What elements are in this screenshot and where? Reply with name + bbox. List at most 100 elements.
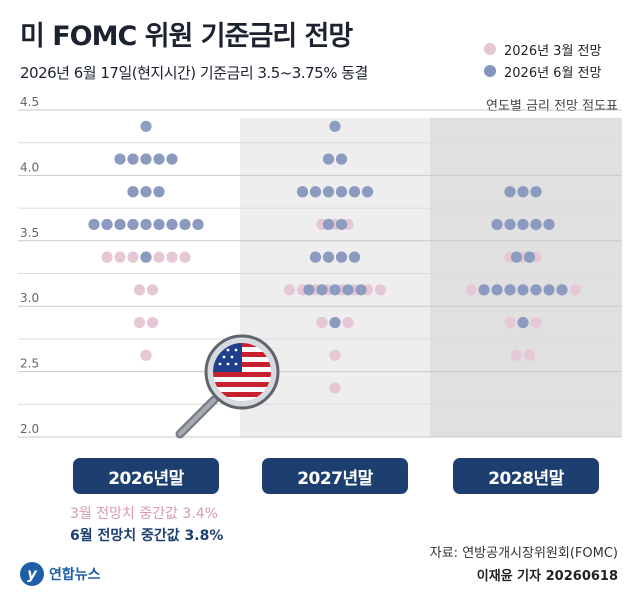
june-dot [517,284,529,296]
y-tick-label: 4.5 [20,95,39,109]
y-tick-label: 2.0 [20,422,39,436]
march-dot [465,284,477,296]
march-dot [283,284,296,296]
june-dot [166,153,178,165]
june-dot [504,284,516,296]
march-dot [146,284,159,296]
june-dot [127,186,139,198]
march-dot [179,251,191,263]
june-dot [517,186,529,198]
june-dot [101,218,113,231]
year-2026-button[interactable]: 2026년말 [73,458,219,494]
legend-item-march: 2026년 3월 전망 [484,38,601,60]
march-dot [114,251,126,263]
june-dot [329,120,341,132]
june-dot [153,218,165,231]
subtitle: 2026년 6월 17일(현지시간) 기준금리 3.5~3.75% 동결 [20,64,368,82]
june-dot [342,284,354,296]
year-2028-button[interactable]: 2028년말 [453,458,599,494]
march-dot [101,251,113,263]
june-dot [348,186,361,198]
june-dot [140,153,152,165]
june-dot [556,284,568,296]
march-dot [329,382,341,394]
june-dot [510,251,523,263]
june-dot [179,218,191,231]
byline: 이재윤 기자 20260618 [476,569,618,584]
march-dot [342,316,354,329]
june-dot [114,218,126,231]
june-dot [192,218,204,231]
june-dot [296,186,309,198]
june-dot [322,218,335,231]
june-dot [504,186,516,198]
march-dot [140,349,152,361]
june-dot [140,218,152,231]
june-dot [335,251,348,263]
march-dot [146,316,159,329]
year-band-2028년말 [430,118,622,437]
june-dot [88,218,100,231]
yonhap-logo: y 연합뉴스 [20,562,101,586]
legend-march-dot [484,43,496,55]
march-dot [329,349,341,361]
legend-june-dot [484,65,496,77]
june-dot [335,186,348,198]
june-dot [329,284,341,296]
march-median-note: 3월 전망치 중간값 3.4% [70,506,218,522]
june-dot [530,284,542,296]
year-2027-button[interactable]: 2027년말 [262,458,408,494]
june-dot [140,251,152,263]
source-note: 자료: 연방공개시장위원회(FOMC) [429,546,618,561]
june-dot [303,284,315,296]
june-dot [114,153,126,165]
y-tick-labels: 2.0 2.5 3.0 3.5 4.0 4.5 [20,95,39,436]
june-dot [517,316,529,329]
june-dot [322,153,335,165]
page-title: 미 FOMC 위원 기준금리 전망 [20,21,353,52]
june-dot [322,186,335,198]
year-band-2026년말 [18,118,240,437]
march-dot [510,349,523,361]
march-dot [316,316,328,329]
march-dot [523,349,536,361]
june-dot [153,186,165,198]
march-dot [504,316,516,329]
june-dot [166,218,178,231]
june-dot [348,251,361,263]
june-dot [361,186,374,198]
march-dot [133,316,146,329]
march-dot [374,284,387,296]
yonhap-logo-text: 연합뉴스 [49,567,101,583]
march-dot [530,316,542,329]
june-dot [153,153,165,165]
legend: 2026년 3월 전망 2026년 6월 전망 [484,38,601,82]
june-dot [478,284,490,296]
dot-plot-chart: 2.0 2.5 3.0 3.5 4.0 4.5 [18,95,622,439]
y-tick-label: 3.5 [20,226,39,240]
dot-marks [88,120,581,394]
june-dot [491,218,503,231]
june-dot [355,284,367,296]
y-tick-label: 2.5 [20,357,39,371]
june-dot [140,120,152,132]
march-dot [569,284,581,296]
march-dot [133,284,146,296]
june-dot [127,153,139,165]
yonhap-logo-icon: y [20,562,44,586]
june-dot [504,218,516,231]
march-dot [127,251,139,263]
june-dot [309,186,322,198]
march-dot [166,251,178,263]
y-tick-label: 4.0 [20,160,39,174]
june-dot [309,251,322,263]
june-dot [127,218,139,231]
june-dot [335,153,348,165]
legend-june-label: 2026년 6월 전망 [504,65,602,81]
june-dot [523,251,536,263]
june-dot [543,284,555,296]
y-tick-label: 3.0 [20,291,39,305]
june-dot [517,218,529,231]
june-dot [316,284,328,296]
june-dot [335,218,348,231]
